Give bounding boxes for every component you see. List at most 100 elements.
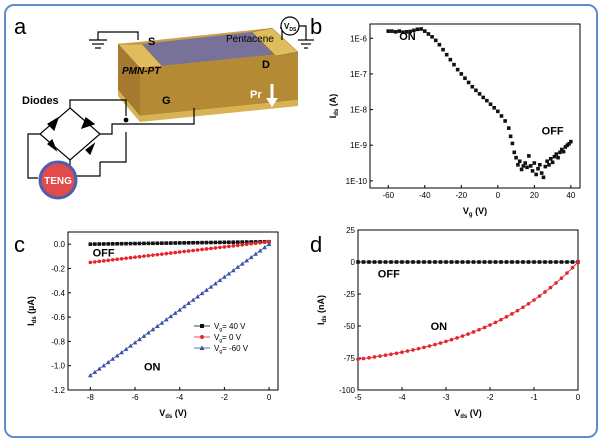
ground-icon-drain [298, 39, 314, 49]
gate-layer [118, 90, 298, 122]
data-point [503, 119, 507, 123]
data-point [559, 276, 564, 280]
drain-electrode [251, 27, 299, 57]
data-point [415, 27, 420, 32]
data-point [172, 310, 178, 315]
data-point [537, 294, 542, 298]
data-point [101, 259, 106, 263]
data-point [235, 240, 240, 244]
data-point [101, 242, 106, 246]
data-point [186, 241, 191, 245]
legend-marker [200, 335, 204, 339]
legend-subscript: g [219, 327, 222, 333]
y-axis-unit: (µA) [26, 296, 36, 316]
teng-label: TENG [44, 176, 72, 187]
data-point [119, 350, 124, 355]
data-point [496, 109, 500, 114]
data-point [249, 241, 253, 246]
data-point [137, 254, 142, 259]
data-point [372, 355, 377, 359]
x-tick-label: -8 [87, 393, 95, 402]
data-point [240, 243, 245, 247]
y-tick-label: 0 [351, 258, 356, 267]
meter-ground-wire [299, 25, 307, 40]
data-point [570, 265, 575, 270]
y-axis-subscript: ds [334, 108, 340, 116]
annotation-label: ON [144, 362, 161, 374]
data-point [164, 251, 169, 256]
data-point [191, 248, 195, 253]
y-tick-label: 25 [346, 226, 355, 235]
data-point [548, 156, 553, 161]
data-point [532, 161, 537, 165]
data-point [160, 252, 164, 256]
data-point [538, 163, 542, 167]
data-point [106, 242, 111, 246]
data-point [199, 291, 205, 296]
y-axis-subscript: ds [322, 315, 328, 323]
source-wire [97, 31, 139, 40]
data-point [539, 171, 544, 175]
data-point [466, 260, 470, 264]
data-point [97, 242, 102, 246]
data-point [227, 244, 231, 249]
data-point [217, 277, 223, 283]
panel-label-c: c [14, 232, 25, 257]
data-point [253, 251, 258, 256]
data-point [492, 105, 496, 110]
drain-label: D [262, 59, 270, 71]
data-point [521, 260, 525, 264]
data-point [394, 260, 399, 264]
x-axis-symbol: V [159, 408, 165, 418]
data-point [532, 298, 536, 302]
data-point [411, 260, 415, 264]
data-point [106, 258, 111, 263]
data-point [499, 317, 503, 322]
data-point [419, 27, 423, 31]
data-point [448, 57, 453, 62]
data-point [124, 241, 128, 246]
data-point [168, 251, 173, 255]
data-point [422, 345, 426, 350]
plot-frame [369, 23, 581, 189]
data-point [213, 246, 218, 250]
data-point [208, 284, 214, 289]
data-point [523, 161, 528, 165]
data-point [177, 250, 182, 254]
data-point [386, 29, 391, 33]
data-point [463, 76, 467, 80]
data-point [477, 260, 481, 264]
data-point [449, 337, 454, 342]
y-tick-label: -1.0 [51, 362, 65, 371]
data-point [204, 247, 209, 251]
legend-subscript: g [219, 338, 222, 344]
data-point [97, 259, 102, 264]
data-point [570, 260, 575, 264]
data-point [466, 80, 471, 85]
data-point [515, 260, 520, 264]
data-point [565, 271, 569, 275]
data-point [190, 297, 196, 302]
pentacene-channel [142, 32, 276, 66]
x-tick-label: -6 [131, 393, 139, 402]
legend-entry: Vg= 40 V [214, 322, 246, 333]
data-point [239, 261, 245, 266]
data-point [258, 240, 262, 245]
legend-marker [200, 324, 204, 328]
y-axis-symbol: I [328, 116, 338, 119]
x-tick-label: 0 [576, 393, 581, 402]
x-axis-unit: (V) [473, 206, 488, 216]
data-point [541, 175, 546, 180]
legend-entry: Vg= 0 V [214, 333, 242, 344]
data-point [426, 32, 431, 36]
plot-frame [67, 231, 279, 391]
x-tick-label: -1 [530, 393, 538, 402]
data-point [231, 240, 236, 245]
data-point [393, 30, 398, 34]
data-point [114, 353, 120, 358]
data-point [235, 243, 240, 248]
data-point [378, 260, 382, 264]
data-point [155, 252, 160, 257]
y-tick-label: -1.2 [51, 386, 65, 395]
